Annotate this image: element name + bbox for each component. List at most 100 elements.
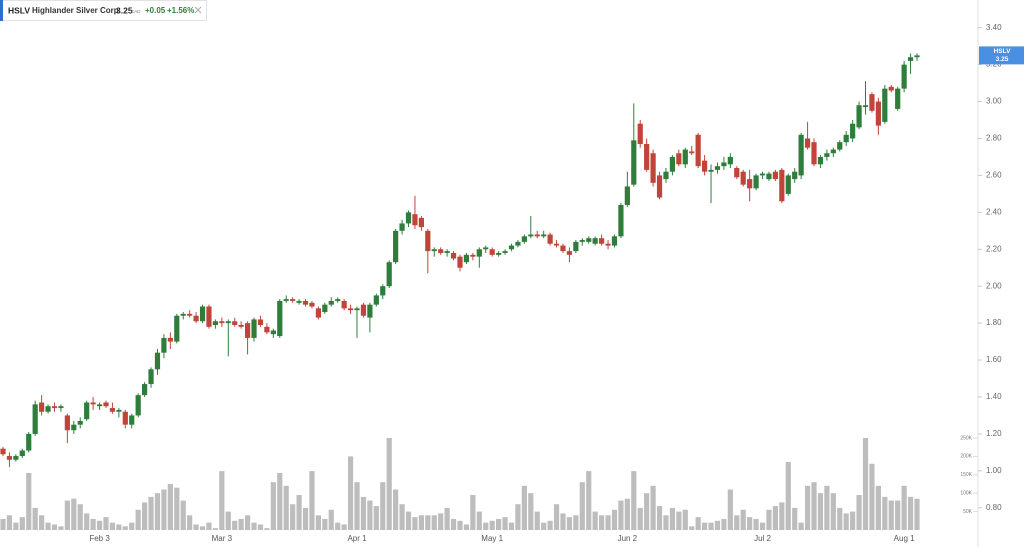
candle-body (676, 153, 682, 165)
candle-body (875, 101, 881, 126)
candle-body (58, 406, 64, 409)
candle-body (637, 123, 643, 145)
candle-body (142, 384, 148, 396)
candle-body (830, 149, 836, 154)
candle-body (315, 308, 321, 318)
volume-bar (573, 515, 579, 530)
volume-bar (599, 515, 605, 530)
volume-bar (663, 515, 669, 530)
volume-bar (206, 522, 212, 530)
volume-bar (772, 506, 778, 530)
candle-body (850, 123, 856, 139)
y-tick-label: 2.00 (986, 281, 1002, 290)
candle-body (219, 321, 225, 324)
candle-body (483, 247, 489, 250)
volume-bar (431, 515, 437, 530)
volume-bar (251, 522, 257, 530)
volume-bar (296, 495, 302, 530)
x-tick-label: Aug 1 (894, 534, 915, 543)
candle-body (96, 404, 103, 407)
candle-body (418, 217, 424, 228)
candle-body (167, 337, 173, 342)
volume-bar (167, 484, 173, 530)
x-tick-label: Jun 2 (618, 534, 638, 543)
candle-body (534, 234, 540, 237)
currency: CAD (131, 9, 141, 14)
volume-bar (496, 518, 502, 530)
candle-body (32, 404, 38, 434)
candle-body (71, 424, 77, 431)
change: +0.05 (145, 6, 166, 15)
x-tick-label: Jul 2 (754, 534, 771, 543)
volume-bar (90, 518, 96, 530)
candle-body (174, 315, 180, 342)
candle-body (309, 302, 315, 307)
volume-bar (721, 518, 727, 530)
volume-bar (122, 526, 128, 530)
volume-tick-label: 250K (960, 435, 972, 441)
volume-bar (58, 526, 64, 530)
volume-bar (393, 489, 399, 530)
volume-bar (367, 500, 373, 530)
candle-body (862, 105, 869, 108)
volume-bar (856, 495, 862, 530)
candle-body (431, 249, 437, 252)
volume-bar (373, 506, 379, 530)
candle-body (695, 134, 701, 167)
volume-bar (592, 511, 598, 530)
volume-bar (727, 489, 733, 530)
volume-bar (380, 482, 386, 530)
candle-body (553, 243, 560, 246)
y-tick-label: 1.00 (986, 466, 1002, 475)
y-tick-label: 1.80 (986, 318, 1002, 327)
candle-body (882, 88, 888, 122)
volume-bar (264, 528, 270, 530)
volume-bar (193, 524, 199, 530)
price-tag-value: 3.25 (996, 56, 1009, 63)
volume-bar (257, 524, 264, 530)
candle-body (373, 295, 379, 305)
volume-bar (238, 518, 244, 530)
header-accent (0, 0, 3, 21)
volume-bar (534, 511, 540, 530)
candle-body (663, 171, 669, 180)
candle-body (759, 173, 766, 176)
candle-body (586, 238, 592, 242)
candle-body (457, 256, 463, 268)
candle-body (129, 415, 135, 425)
volume-bar (244, 515, 251, 530)
volume-bar (753, 518, 759, 530)
volume-bar (103, 517, 109, 530)
volume-bar (32, 507, 38, 530)
candle-body (347, 308, 354, 311)
candle-body (438, 249, 444, 253)
candle-body (206, 306, 212, 327)
candle-body (895, 88, 901, 109)
candle-body (817, 156, 824, 165)
volume-bar (322, 518, 328, 530)
volume-bar (341, 524, 347, 530)
volume-bar (714, 520, 721, 530)
volume-bar (302, 507, 309, 530)
volume-bar (875, 485, 881, 530)
candle-body (328, 300, 334, 305)
candles (0, 53, 920, 468)
close-button[interactable] (194, 6, 202, 14)
volume-bar (547, 520, 553, 530)
volume-bar (605, 515, 611, 530)
volume-bar (232, 520, 238, 530)
volume-bar (611, 509, 618, 530)
candle-body (238, 324, 244, 327)
candle-body (444, 251, 450, 253)
candle-body (669, 156, 676, 172)
volume-bar (888, 500, 894, 530)
candle-body (232, 321, 238, 325)
y-tick-label: 1.40 (986, 392, 1002, 401)
volume-bar (161, 489, 167, 530)
candle-body (489, 249, 495, 255)
volume-tick-label: 50K (963, 509, 973, 515)
volume-bar (785, 461, 791, 530)
candle-body (264, 326, 270, 333)
candle-body (837, 142, 843, 150)
close-icon[interactable] (194, 6, 202, 14)
